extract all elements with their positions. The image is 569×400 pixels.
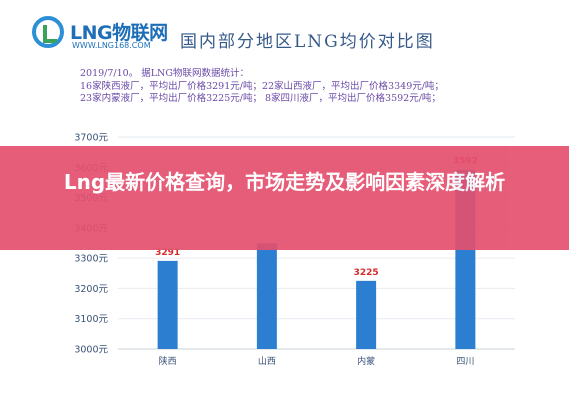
- lng-logo: LNG物联网 WWW.LNG168.COM: [30, 12, 170, 54]
- logo-mark-icon: [32, 16, 64, 48]
- y-tick-label: 3200元: [74, 284, 108, 295]
- x-tick-label: 陕西: [159, 355, 177, 367]
- logo-url: WWW.LNG168.COM: [72, 41, 151, 50]
- x-tick-label: 山西: [258, 356, 276, 367]
- y-tick-label: 3100元: [74, 314, 108, 325]
- stats-line-1: 16家陕西液厂，平均出厂价格3291元/吨；22家山西液厂，平均出厂价格3349…: [80, 80, 444, 92]
- bar-value-label: 3291: [155, 248, 180, 258]
- headline-text: Lng最新价格查询，市场走势及影响因素深度解析: [63, 170, 506, 194]
- stats-line-date: 2019/7/10。 据LNG物联网数据统计：: [80, 68, 249, 79]
- chart-header: LNG物联网 WWW.LNG168.COM 国内部分地区LNG均价对比图: [0, 0, 569, 64]
- y-tick-label: 3700元: [74, 133, 108, 144]
- bar: [157, 260, 178, 349]
- stats-block: 2019/7/10。 据LNG物联网数据统计： 16家陕西液厂，平均出厂价格32…: [80, 68, 444, 106]
- stats-line-2: 23家内蒙液厂，平均出厂价格3225元/吨； 8家四川液厂，平均出厂价格3592…: [80, 93, 441, 105]
- x-tick-label: 四川: [456, 357, 474, 367]
- x-tick-label: 内蒙: [357, 355, 375, 367]
- chart-title: 国内部分地区LNG均价对比图: [180, 32, 435, 52]
- bar: [356, 280, 377, 349]
- bar-value-label: 3225: [354, 268, 379, 278]
- y-tick-label: 3300元: [74, 254, 108, 265]
- y-tick-label: 3000元: [74, 345, 108, 356]
- bar: [256, 243, 277, 349]
- logo-name: LNG物联网: [70, 22, 168, 44]
- headline-banner: Lng最新价格查询，市场走势及影响因素深度解析: [0, 146, 569, 250]
